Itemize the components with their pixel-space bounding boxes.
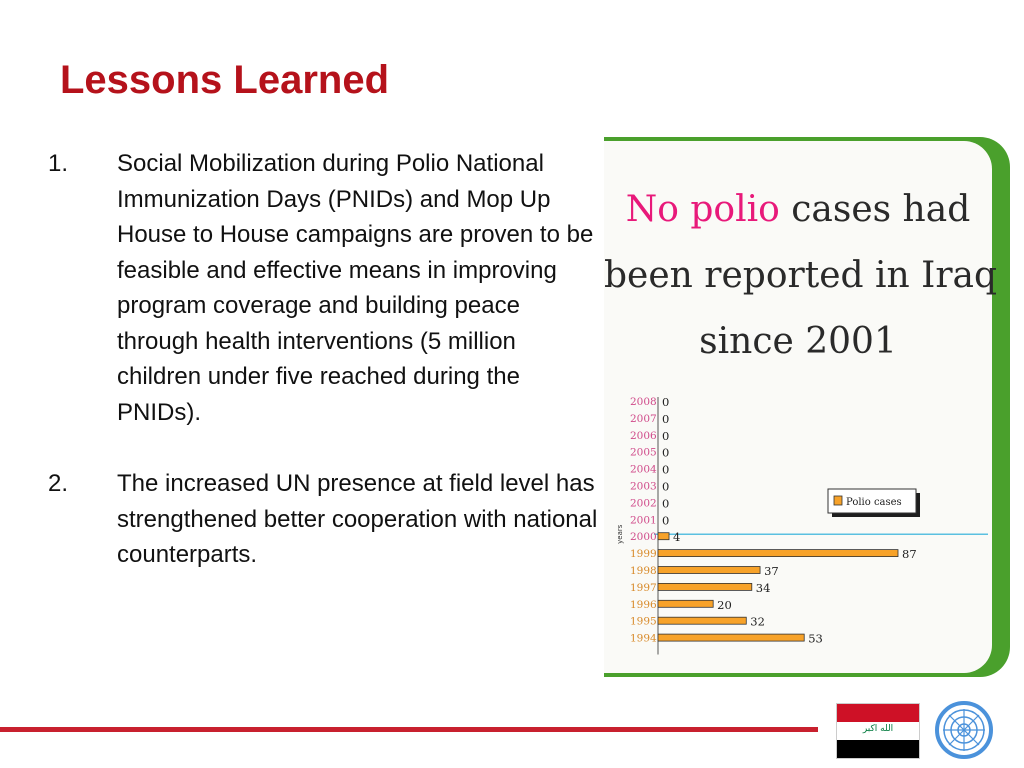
- un-emblem-icon: [935, 701, 993, 759]
- bar: [657, 616, 747, 625]
- data-label: 0: [662, 446, 669, 460]
- data-label: 0: [662, 513, 669, 527]
- chart-title: No polio cases had been reported in Iraq…: [604, 177, 998, 375]
- chart-title-line-3: since 2001: [699, 321, 897, 362]
- legend-swatch: [833, 495, 843, 506]
- data-label: 0: [662, 429, 669, 443]
- lesson-text: The increased UN presence at field level…: [117, 470, 598, 568]
- data-label: 0: [662, 480, 669, 494]
- data-label: 37: [764, 564, 779, 578]
- tick-label: 1997: [630, 582, 657, 594]
- tick-label: 2008: [630, 396, 657, 408]
- tick-label: 1996: [630, 599, 657, 611]
- tick-label: 2004: [630, 464, 657, 476]
- tick-label: 2005: [630, 447, 657, 459]
- bar: [657, 532, 670, 541]
- lesson-item: 2. The increased UN presence at field le…: [48, 466, 598, 573]
- chart-title-line-2: been reported in Iraq: [604, 255, 998, 296]
- legend-label: Polio cases: [846, 497, 902, 508]
- tick-label: 2000: [630, 531, 657, 543]
- bar: [657, 599, 714, 608]
- chart-title-line-1: No polio cases had: [604, 177, 992, 243]
- data-label: 0: [662, 395, 669, 409]
- tick-label: 1994: [630, 633, 657, 645]
- data-label: 4: [673, 530, 680, 544]
- data-label: 0: [662, 496, 669, 510]
- tick-label: 2001: [630, 514, 657, 526]
- tick-label: 2002: [630, 497, 657, 509]
- tick-label: 1999: [630, 548, 657, 560]
- data-label: 20: [717, 598, 732, 612]
- lesson-text: Social Mobilization during Polio Nationa…: [117, 150, 594, 426]
- chart-card: No polio cases had been reported in Iraq…: [604, 141, 998, 673]
- data-label: 53: [808, 632, 823, 646]
- slide-title: Lessons Learned: [60, 58, 390, 102]
- data-label: 34: [756, 581, 771, 595]
- bar: [657, 582, 753, 591]
- polio-chart-panel: No polio cases had been reported in Iraq…: [604, 137, 1010, 677]
- tick-label: 2003: [630, 481, 657, 493]
- data-label: 0: [662, 463, 669, 477]
- bar: [657, 633, 805, 642]
- lesson-item: 1. Social Mobilization during Polio Nati…: [48, 146, 598, 430]
- iraq-flag: الله اكبر: [836, 703, 920, 759]
- flag-black-stripe: [837, 740, 919, 758]
- chart-title-line-1-rest: cases had: [779, 189, 971, 230]
- flag-red-stripe: [837, 704, 919, 722]
- flag-script: الله اكبر: [862, 724, 894, 734]
- tick-label: 1998: [630, 565, 657, 577]
- footer-divider: [0, 727, 818, 732]
- lesson-number: 2.: [48, 470, 69, 497]
- bar: [657, 549, 899, 558]
- tick-label: 2006: [630, 430, 657, 442]
- y-axis-label: years: [616, 524, 624, 544]
- legend-box: [827, 488, 917, 514]
- lesson-number: 1.: [48, 150, 69, 177]
- bar: [657, 566, 761, 574]
- tick-label: 1995: [630, 616, 657, 628]
- lessons-list: 1. Social Mobilization during Polio Nati…: [48, 146, 598, 573]
- data-label: 87: [902, 547, 917, 561]
- data-label: 32: [750, 615, 765, 629]
- tick-label: 2007: [630, 413, 657, 425]
- flag-white-stripe: الله اكبر: [837, 722, 919, 740]
- data-label: 0: [662, 412, 669, 426]
- chart-title-highlight: No polio: [625, 189, 780, 230]
